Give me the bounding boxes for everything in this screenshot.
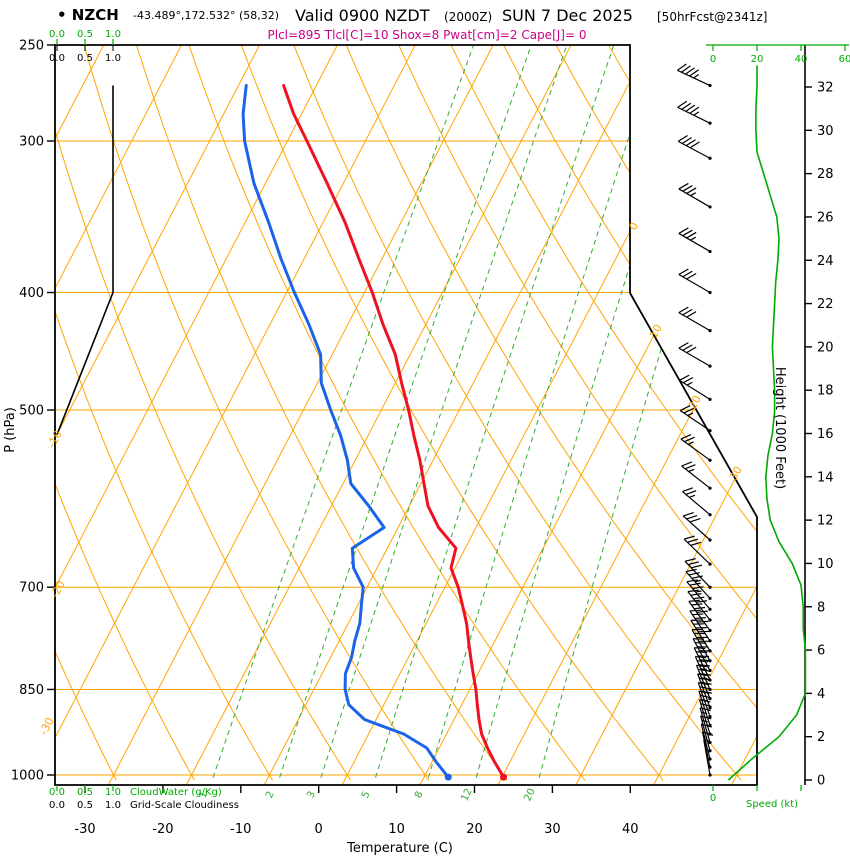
svg-text:-10: -10 — [45, 428, 65, 450]
svg-text:1: 1 — [198, 790, 211, 800]
speed-axis-zero: 0 — [710, 793, 716, 804]
svg-text:-10: -10 — [230, 822, 251, 837]
svg-text:-20: -20 — [152, 822, 173, 837]
svg-text:26: 26 — [817, 210, 834, 225]
svg-text:2: 2 — [817, 730, 825, 745]
cloudiness-axis-title: Grid-Scale Cloudiness — [130, 800, 239, 811]
station-title: • NZCH — [57, 6, 119, 24]
svg-text:2: 2 — [264, 790, 277, 800]
svg-text:20: 20 — [522, 787, 537, 803]
svg-text:8: 8 — [817, 600, 825, 615]
svg-text:12: 12 — [817, 514, 834, 529]
svg-text:5: 5 — [360, 790, 373, 800]
svg-text:40: 40 — [795, 54, 808, 65]
cloudwater-axis-title: CloudWater (g/Kg) — [130, 787, 222, 798]
svg-text:24: 24 — [817, 254, 834, 269]
svg-text:20: 20 — [751, 54, 764, 65]
svg-text:1.0: 1.0 — [105, 29, 121, 40]
sounding-curves — [241, 84, 508, 781]
svg-text:0.5: 0.5 — [77, 800, 93, 811]
svg-text:12: 12 — [459, 787, 474, 803]
svg-text:32: 32 — [817, 81, 834, 96]
svg-text:0: 0 — [710, 54, 716, 65]
svg-text:1.0: 1.0 — [105, 787, 121, 798]
skewt-grid: 1 2 3 5 8 12 20 — [55, 45, 757, 803]
sounding-indices: Plcl=895 Tlcl[C]=10 Shox=8 Pwat[cm]=2 Ca… — [268, 28, 587, 42]
station-coords: -43.489°,172.532° (58,32) — [133, 9, 279, 22]
svg-text:22: 22 — [817, 297, 834, 312]
svg-text:1000: 1000 — [11, 769, 44, 784]
svg-text:-30: -30 — [37, 715, 57, 737]
valid-date: SUN 7 Dec 2025 — [502, 6, 633, 25]
svg-text:300: 300 — [19, 135, 44, 150]
svg-text:20: 20 — [466, 822, 483, 837]
svg-text:0.0: 0.0 — [49, 787, 65, 798]
svg-text:30: 30 — [727, 464, 745, 482]
svg-text:0.0: 0.0 — [49, 800, 65, 811]
svg-text:30: 30 — [544, 822, 561, 837]
svg-text:6: 6 — [817, 644, 825, 659]
svg-text:250: 250 — [19, 39, 44, 54]
static-labels: • NZCH -43.489°,172.532° (58,32) Valid 0… — [3, 6, 798, 856]
svg-text:400: 400 — [19, 286, 44, 301]
valid-time: Valid 0900 NZDT — [295, 6, 430, 25]
svg-text:0: 0 — [627, 220, 642, 232]
svg-text:0.0: 0.0 — [49, 29, 65, 40]
svg-text:14: 14 — [817, 470, 834, 485]
svg-text:18: 18 — [817, 384, 834, 399]
svg-text:850: 850 — [19, 683, 44, 698]
svg-text:10: 10 — [388, 822, 405, 837]
cloudiness-profile-line — [56, 85, 114, 435]
isotherm-labels: -10 -20 -30 0 10 20 30 — [37, 220, 745, 737]
svg-text:0: 0 — [315, 822, 323, 837]
svg-text:8: 8 — [413, 790, 426, 800]
svg-text:40: 40 — [622, 822, 639, 837]
svg-text:0.5: 0.5 — [77, 53, 93, 64]
svg-text:3: 3 — [305, 790, 318, 800]
svg-text:0.0: 0.0 — [49, 53, 65, 64]
pressure-axis-title: P (hPa) — [3, 407, 18, 453]
svg-text:1.0: 1.0 — [105, 800, 121, 811]
svg-text:4: 4 — [817, 687, 825, 702]
forecast-hour: [50hrFcst@2341z] — [657, 10, 767, 24]
valid-time-utc: (2000Z) — [444, 10, 492, 24]
plot-border — [54, 44, 758, 786]
height-axis-title: Height (1000 Feet) — [772, 367, 787, 489]
svg-text:0: 0 — [817, 774, 825, 789]
svg-text:28: 28 — [817, 167, 834, 182]
svg-text:10: 10 — [817, 557, 834, 572]
wind-barbs — [677, 63, 714, 777]
svg-text:16: 16 — [817, 427, 834, 442]
svg-text:20: 20 — [817, 340, 834, 355]
svg-text:20: 20 — [686, 393, 704, 411]
speed-axis-title: Speed (kt) — [746, 799, 798, 810]
svg-text:10: 10 — [647, 322, 665, 340]
svg-text:-20: -20 — [48, 578, 68, 600]
wind-speed-profile-line — [727, 65, 807, 781]
svg-text:-30: -30 — [74, 822, 95, 837]
temperature-axis-title: Temperature (C) — [346, 841, 453, 856]
svg-text:0.5: 0.5 — [77, 787, 93, 798]
svg-text:1.0: 1.0 — [105, 53, 121, 64]
svg-text:0.5: 0.5 — [77, 29, 93, 40]
svg-text:60: 60 — [839, 54, 850, 65]
svg-text:500: 500 — [19, 404, 44, 419]
svg-text:30: 30 — [817, 124, 834, 139]
svg-text:700: 700 — [19, 581, 44, 596]
